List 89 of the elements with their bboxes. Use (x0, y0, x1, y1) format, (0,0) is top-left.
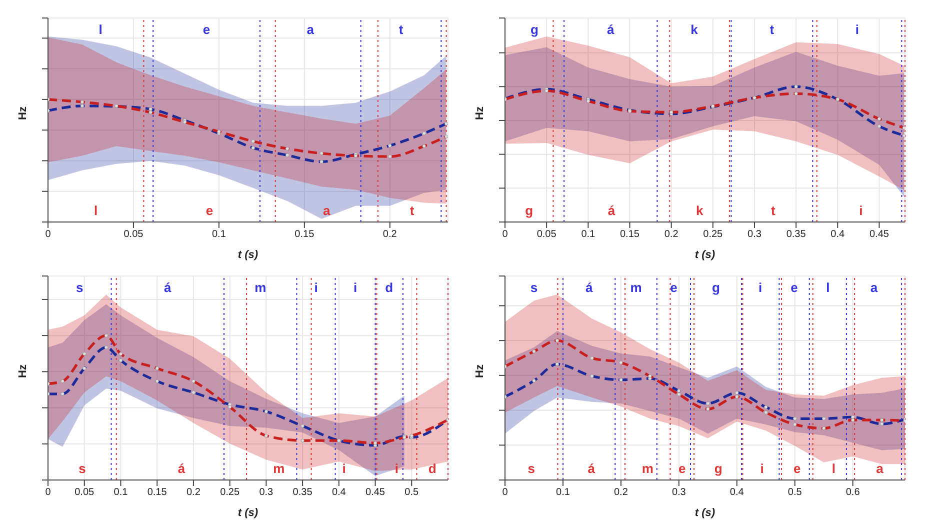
x-tick-label: 0.4 (332, 487, 346, 498)
x-tick-label: 0.1 (556, 487, 570, 498)
x-tick-label: 0.05 (74, 487, 95, 498)
x-tick-label: 0.2 (186, 487, 201, 498)
x-tick-label: 0.3 (672, 487, 686, 498)
x-axis-title: t (s) (694, 507, 716, 519)
annotation: á (178, 461, 186, 476)
text: e (202, 22, 210, 37)
x-tick-label: 0.2 (614, 487, 628, 498)
annotation: s (78, 461, 86, 476)
text: m (630, 280, 642, 295)
text: s (530, 280, 538, 295)
annotation: i (859, 203, 863, 218)
x-tick-label: 0.3 (259, 487, 274, 498)
text: d (385, 280, 394, 295)
annotation: t (410, 203, 415, 218)
annotation: l (94, 203, 98, 218)
text: i (758, 280, 762, 295)
x-tick-label: 0.1 (581, 229, 596, 240)
x-tick-label: 0.05 (536, 229, 557, 240)
text: á (164, 280, 172, 295)
x-tick-label: 0.2 (664, 229, 679, 240)
text: l (826, 280, 830, 295)
text: g (712, 280, 720, 295)
x-tick-label: 0.5 (404, 487, 420, 498)
x-tick-label: 0.15 (147, 487, 168, 498)
text: e (670, 280, 678, 295)
x-tick-label: 0 (502, 487, 508, 498)
y-axis-title: Hz (474, 106, 486, 120)
annotation: g (525, 203, 534, 218)
text: s (76, 280, 84, 295)
x-tick-label: 0.15 (294, 229, 315, 240)
x-tick-label: 0 (45, 487, 52, 498)
y-axis-title: Hz (16, 364, 29, 378)
x-tick-label: 0.35 (292, 487, 313, 498)
text: a (870, 280, 878, 295)
x-tick-label: 0.2 (382, 229, 398, 240)
x-tick-label: 0.5 (788, 487, 802, 498)
annotation: e (206, 203, 214, 218)
x-tick-label: 0.25 (703, 229, 724, 240)
x-tick-label: 0.6 (846, 487, 860, 498)
annotation: a (876, 461, 884, 476)
x-tick-label: 0.05 (124, 229, 144, 240)
x-tick-label: 0.1 (114, 487, 128, 498)
text: a (306, 22, 315, 37)
x-tick-label: 0 (45, 229, 52, 240)
x-tick-label: 0.25 (220, 487, 240, 498)
annotation: á (588, 461, 596, 476)
annotation: m (273, 461, 285, 476)
annotation: t (771, 203, 776, 218)
text: t (770, 22, 775, 37)
x-axis-title: t (s) (238, 249, 258, 261)
text: m (254, 280, 266, 295)
annotation: i (760, 461, 764, 476)
x-tick-label: 0.35 (786, 229, 806, 240)
text: á (585, 280, 594, 295)
annotation: l (832, 461, 836, 476)
annotation: s (528, 461, 535, 476)
x-tick-label: 0.45 (366, 487, 386, 498)
text: i (353, 280, 358, 295)
annotation: d (428, 461, 436, 476)
x-axis-title: t (s) (694, 249, 716, 261)
annotation: g (714, 461, 722, 476)
x-tick-label: 0.4 (830, 229, 846, 240)
x-tick-label: 0.4 (730, 487, 744, 498)
text: á (606, 22, 615, 37)
y-axis-title: Hz (474, 364, 486, 378)
annotation: i (342, 461, 346, 476)
x-tick-label: 0.1 (212, 229, 226, 240)
x-axis-title: t (s) (238, 507, 258, 519)
x-tick-label: 0.3 (748, 229, 762, 240)
x-tick-label: 0.15 (620, 229, 640, 240)
x-tick-label: 0.45 (869, 229, 890, 240)
annotation: m (642, 461, 654, 476)
text: i (855, 22, 859, 37)
text: t (398, 22, 404, 37)
annotation: a (323, 203, 332, 218)
annotation: e (794, 461, 801, 476)
annotation: á (608, 203, 616, 218)
text: k (690, 22, 699, 37)
x-tick-label: 0 (502, 229, 508, 240)
annotation: i (394, 461, 399, 476)
y-axis-title: Hz (16, 106, 29, 120)
text: g (530, 22, 539, 37)
text: l (98, 22, 102, 37)
annotation: k (696, 203, 704, 218)
text: i (314, 280, 318, 295)
annotation: e (678, 461, 686, 476)
text: e (790, 280, 798, 295)
